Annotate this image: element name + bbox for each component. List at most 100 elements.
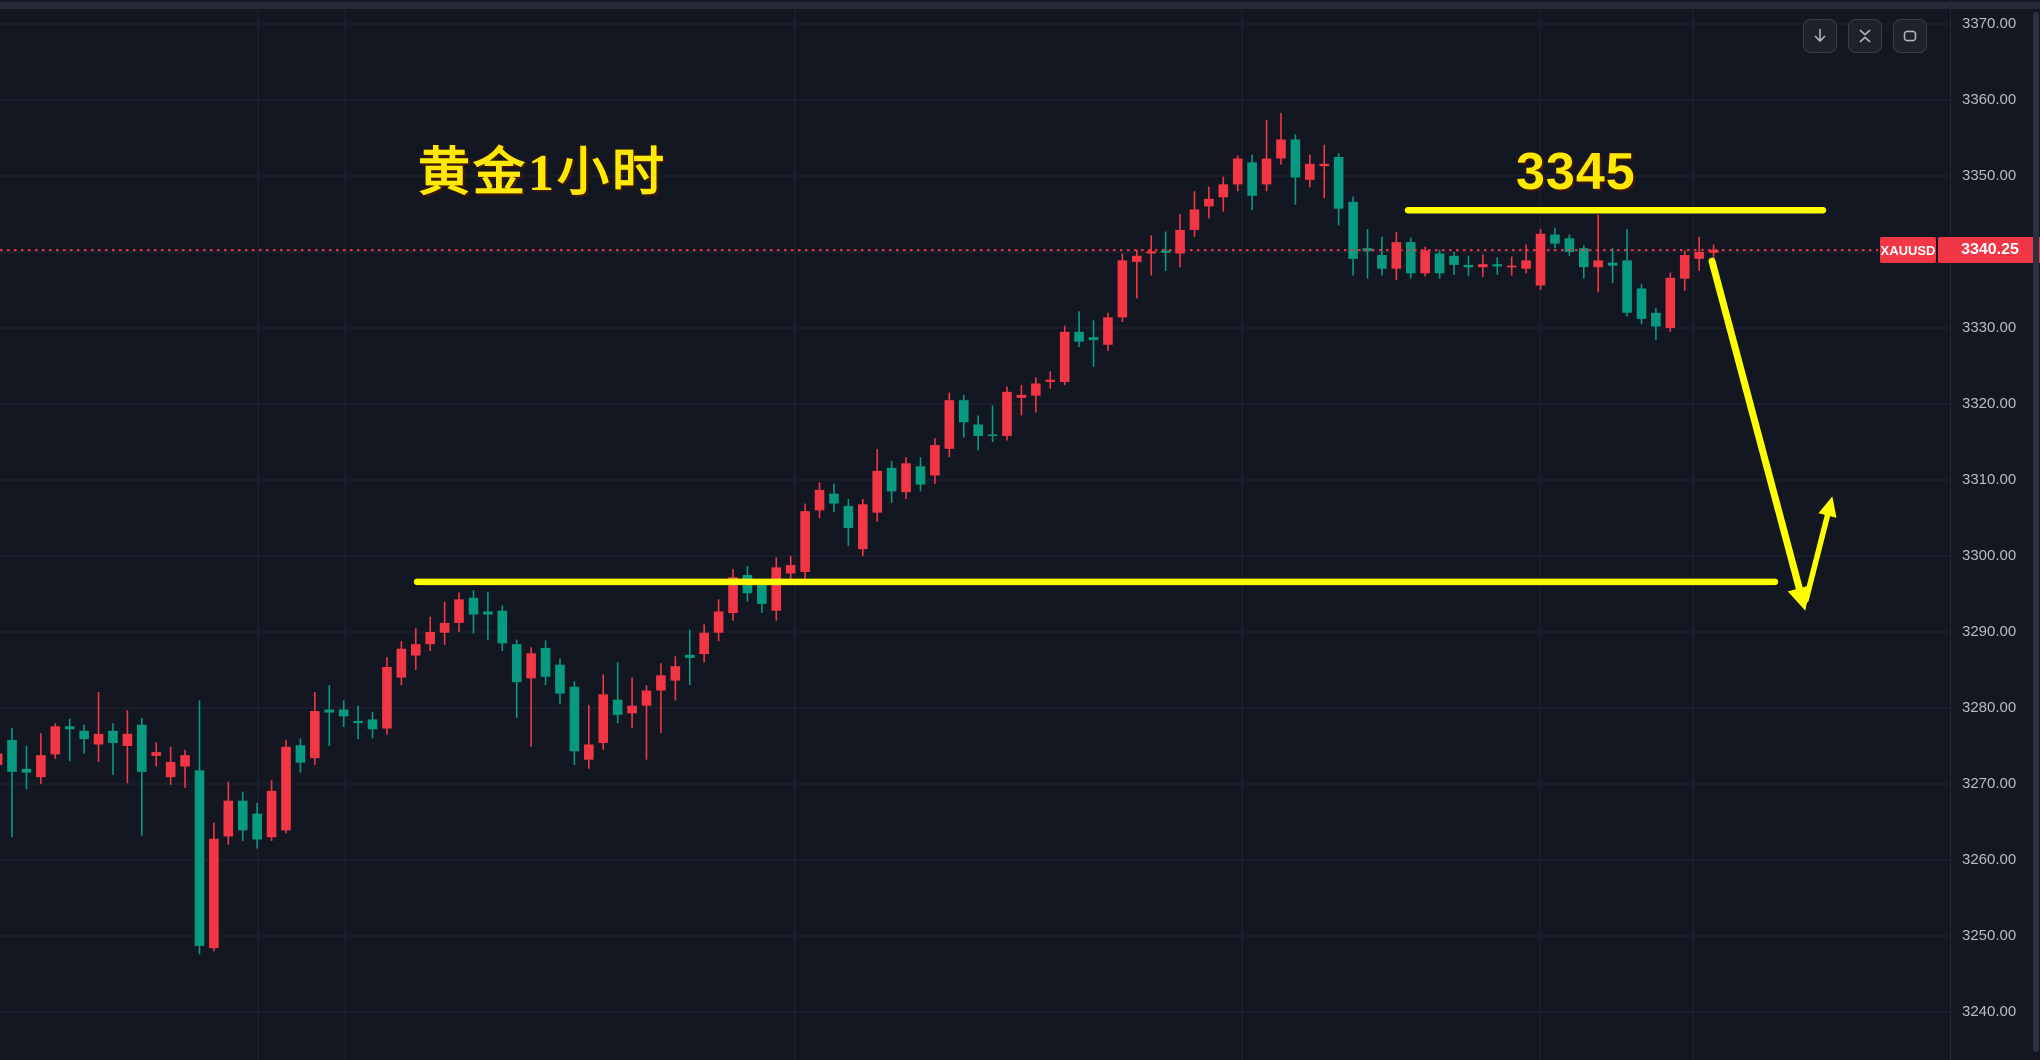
candle-body xyxy=(1607,262,1618,266)
price-tick-label: 3330.00 xyxy=(1962,319,2017,336)
candle-body xyxy=(367,719,378,730)
candle-body xyxy=(944,400,955,449)
candle-body xyxy=(958,400,969,423)
candle-body xyxy=(1146,251,1156,254)
price-tick-label: 3360.00 xyxy=(1962,91,2017,108)
candle-body xyxy=(699,632,709,655)
candle-body xyxy=(1622,260,1632,313)
candle-body xyxy=(829,493,839,504)
price-tick-label: 3300.00 xyxy=(1962,547,2017,564)
candle-body xyxy=(1463,264,1474,268)
candle-body xyxy=(641,690,652,706)
candle-body xyxy=(36,755,46,778)
candle-body xyxy=(1405,242,1416,274)
vertical-scrollbar[interactable] xyxy=(2033,12,2039,1052)
price-axis[interactable]: 3370.003360.003350.003340.003330.003320.… xyxy=(1950,0,2040,1060)
move-pane-down-button[interactable] xyxy=(1803,19,1837,53)
price-tick-label: 3320.00 xyxy=(1962,395,2017,412)
candle-body xyxy=(108,730,118,743)
candle-body xyxy=(338,709,349,717)
candle-body xyxy=(382,666,392,729)
candle-body xyxy=(1420,250,1430,274)
candle-body xyxy=(1059,331,1070,382)
price-tick-label: 3290.00 xyxy=(1962,623,2017,640)
candle-body xyxy=(785,565,796,574)
candle-body xyxy=(1679,255,1690,279)
pane-toolbar xyxy=(1803,19,1927,53)
candle-body xyxy=(886,467,897,492)
candle-body xyxy=(1593,260,1604,268)
collapse-icon xyxy=(1859,29,1871,43)
pane-separator xyxy=(0,2,2040,9)
candle-body xyxy=(1261,158,1272,185)
candle-body xyxy=(79,730,89,740)
candle-body xyxy=(1434,253,1445,274)
candle-body xyxy=(425,632,435,645)
candle-body xyxy=(0,753,3,765)
candle-body xyxy=(223,800,234,837)
candle-body xyxy=(50,726,61,755)
candle-body xyxy=(1276,139,1286,159)
candle-body xyxy=(670,666,681,681)
up-arrow-drawing[interactable] xyxy=(1803,496,1837,603)
candle-body xyxy=(1175,229,1185,254)
candle-body xyxy=(814,489,825,511)
collapse-pane-button[interactable] xyxy=(1848,19,1882,53)
candle-body xyxy=(540,647,551,677)
chart-title-annotation: 黄金1小时 xyxy=(418,145,668,202)
down-arrow-drawing[interactable] xyxy=(1708,257,1811,611)
candle-body xyxy=(1579,248,1589,268)
candle-body xyxy=(410,644,421,656)
candle-body xyxy=(1016,394,1027,398)
candle-body xyxy=(1333,157,1344,209)
candle-body xyxy=(1031,383,1041,396)
resistance-level-label[interactable]: 3345 xyxy=(1516,143,1636,201)
candle-body xyxy=(569,686,580,752)
candle-body xyxy=(483,611,493,615)
candle-body xyxy=(930,445,940,476)
candle-body xyxy=(1377,255,1387,269)
candle-body xyxy=(901,463,911,493)
maximize-icon xyxy=(1903,30,1917,42)
candle-body xyxy=(858,504,868,550)
price-tick-label: 3370.00 xyxy=(1962,15,2017,32)
candle-body xyxy=(1103,317,1113,345)
candle-body xyxy=(656,675,666,691)
candle-body xyxy=(1074,331,1084,342)
candle-body xyxy=(1694,252,1704,259)
candle-body xyxy=(1232,158,1243,185)
candle-body xyxy=(987,434,998,436)
candle-body xyxy=(555,664,565,694)
candle-body xyxy=(684,654,695,658)
candle-body xyxy=(353,720,363,724)
candle-body xyxy=(1665,277,1676,328)
candle-body xyxy=(1319,163,1330,167)
last-price-value: 3340.25 xyxy=(1938,237,2040,264)
price-tick-label: 3280.00 xyxy=(1962,699,2017,716)
candle-body xyxy=(627,705,637,714)
candle-body xyxy=(1117,260,1128,318)
ticker-badge: XAUUSD xyxy=(1880,237,1936,264)
candle-body xyxy=(598,694,609,743)
candle-body xyxy=(194,770,205,946)
price-tick-label: 3260.00 xyxy=(1962,851,2017,868)
candle-body xyxy=(266,790,277,838)
candle-body xyxy=(281,746,291,831)
candle-body xyxy=(122,733,133,746)
candle-body xyxy=(1290,139,1301,178)
candle-body xyxy=(771,567,782,611)
candle-body xyxy=(1449,255,1459,265)
maximize-pane-button[interactable] xyxy=(1893,19,1927,53)
candle-body xyxy=(93,733,104,745)
candle-body xyxy=(1521,260,1531,269)
candle-body xyxy=(209,838,219,949)
candle-body xyxy=(612,699,623,715)
candle-body xyxy=(468,597,479,615)
candle-body xyxy=(439,622,450,633)
candle-body xyxy=(1348,201,1358,259)
candle-body xyxy=(757,584,767,604)
price-tick-label: 3250.00 xyxy=(1962,927,2017,944)
price-tick-label: 3270.00 xyxy=(1962,775,2017,792)
